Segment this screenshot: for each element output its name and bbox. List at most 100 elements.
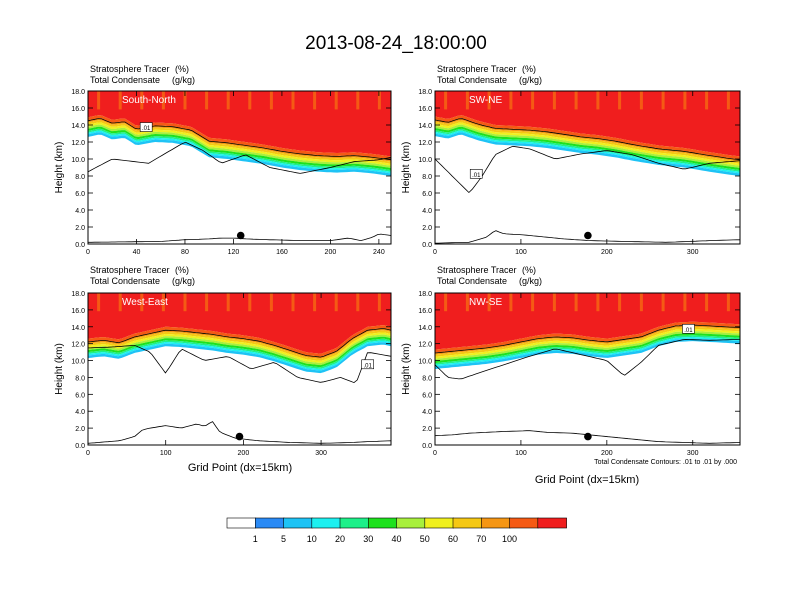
x-tick-label: 160 — [276, 249, 288, 256]
x-tick-label: 80 — [181, 249, 189, 256]
tracer-band-30 — [88, 124, 391, 168]
colorbar-label: 100 — [502, 534, 517, 544]
tracer-streak — [118, 293, 122, 312]
tracer-streak — [639, 293, 643, 312]
y-tick-label: 12.0 — [418, 140, 432, 147]
colorbar-label: 60 — [448, 534, 458, 544]
tracer-streak — [269, 91, 273, 110]
plot-area: .01 South-North 0.0 2.0 4.0 6.0 8.0 10.0 12.0 14.… — [54, 89, 392, 256]
contour-label-box — [469, 169, 483, 179]
panel-var2-label: Total Condensate — [437, 75, 507, 85]
location-marker — [236, 231, 245, 240]
tracer-streak — [334, 91, 338, 110]
contour-label: .01 — [684, 328, 693, 334]
y-tick-label: 18.0 — [418, 89, 432, 96]
x-tick-label: 200 — [601, 249, 613, 256]
plot-area: .01 NW-SE 0.0 2.0 4.0 6.0 8.0 10.0 12.0 14.0 16.0 1… — [401, 291, 741, 457]
tracer-streak — [509, 91, 513, 110]
panel-sw-ne: Stratosphere Tracer (%) Total Condensate… — [401, 64, 741, 256]
tracer-streak — [661, 91, 665, 110]
tracer-band-30 — [435, 124, 740, 168]
x-tick-label: 300 — [687, 450, 699, 457]
tracer-streak — [313, 293, 317, 312]
tracer-band-30 — [435, 331, 740, 361]
tracer-band-50 — [88, 120, 391, 164]
y-tick-label: 18.0 — [418, 291, 432, 298]
tracer-streak — [531, 293, 535, 312]
y-tick-label: 6.0 — [75, 191, 85, 198]
y-tick-label: 10.0 — [71, 359, 85, 366]
x-tick-label: 100 — [515, 249, 527, 256]
tracer-band-70 — [435, 321, 740, 353]
tracer-streak — [377, 91, 381, 110]
section-label: NW-SE — [469, 297, 502, 308]
x-tick-label: 200 — [325, 249, 337, 256]
tracer-streak — [140, 293, 144, 312]
tracer-streak — [487, 293, 491, 312]
panel-var1-label: Stratosphere Tracer — [90, 64, 170, 74]
colorbar-swatch — [452, 517, 483, 529]
panel-var2-label: Total Condensate — [90, 75, 160, 85]
colorbar-swatch — [226, 517, 257, 529]
panel-unit2-label: (g/kg) — [172, 75, 195, 85]
x-tick-label: 0 — [433, 450, 437, 457]
x-tick-label: 0 — [86, 450, 90, 457]
tracer-band-5 — [435, 130, 740, 174]
x-tick-label: 240 — [373, 249, 385, 256]
contour-label: .01 — [364, 363, 373, 369]
colorbar-swatch — [311, 517, 341, 529]
y-tick-label: 0.0 — [422, 242, 432, 249]
colorbar-swatch — [339, 517, 370, 529]
panel-unit2-label: (g/kg) — [172, 276, 195, 286]
tracer-band-1 — [435, 338, 740, 369]
tracer-streak — [377, 293, 381, 312]
tracer-streak — [661, 293, 665, 312]
y-tick-label: 6.0 — [75, 392, 85, 399]
tracer-streak — [118, 91, 122, 110]
y-tick-label: 2.0 — [422, 225, 432, 232]
x-axis-title: Grid Point (dx=15km) — [188, 462, 292, 474]
y-tick-label: 4.0 — [422, 208, 432, 215]
colorbar: 1 5 10 20 30 40 50 60 70 100 — [226, 517, 567, 544]
colorbar-label: 70 — [476, 534, 486, 544]
tracer-streak — [705, 91, 709, 110]
colorbar-label: 20 — [335, 534, 345, 544]
colorbar-label: 1 — [253, 534, 258, 544]
tracer-streak — [334, 293, 338, 312]
tracer-band-20 — [88, 126, 391, 171]
tracer-band-50 — [435, 326, 740, 357]
tracer-streak — [97, 293, 101, 312]
panel-nw-se: Stratosphere Tracer (%) Total Condensate… — [401, 265, 741, 486]
tracer-band-20 — [435, 126, 740, 171]
panel-unit2-label: (g/kg) — [519, 276, 542, 286]
y-tick-label: 2.0 — [75, 426, 85, 433]
tracer-streak — [205, 91, 209, 110]
x-tick-label: 40 — [133, 249, 141, 256]
section-label: West-East — [122, 297, 168, 308]
tracer-streak — [444, 91, 448, 110]
tracer-streak — [596, 91, 600, 110]
tracer-streak — [726, 293, 730, 312]
plot-frame — [87, 90, 392, 245]
plot-frame — [434, 90, 741, 245]
colorbar-swatch — [396, 517, 426, 529]
y-tick-label: 10.0 — [418, 157, 432, 164]
tracer-band-40 — [435, 328, 740, 359]
x-tick-label: 120 — [228, 249, 240, 256]
colorbar-label: 5 — [281, 534, 286, 544]
panel-unit2-label: (g/kg) — [519, 75, 542, 85]
tracer-streak — [205, 293, 209, 312]
tracer-streak — [183, 293, 187, 312]
y-axis-title: Height (km) — [401, 343, 412, 395]
tracer-streak — [291, 293, 295, 312]
tracer-band-70 — [435, 115, 740, 160]
y-tick-label: 10.0 — [71, 157, 85, 164]
y-tick-label: 14.0 — [418, 123, 432, 130]
tracer-streak — [183, 91, 187, 110]
y-tick-label: 2.0 — [422, 426, 432, 433]
colorbar-swatch — [424, 517, 454, 529]
y-tick-label: 16.0 — [71, 106, 85, 113]
plot-frame — [87, 292, 392, 446]
colorbar-swatch — [509, 517, 539, 529]
